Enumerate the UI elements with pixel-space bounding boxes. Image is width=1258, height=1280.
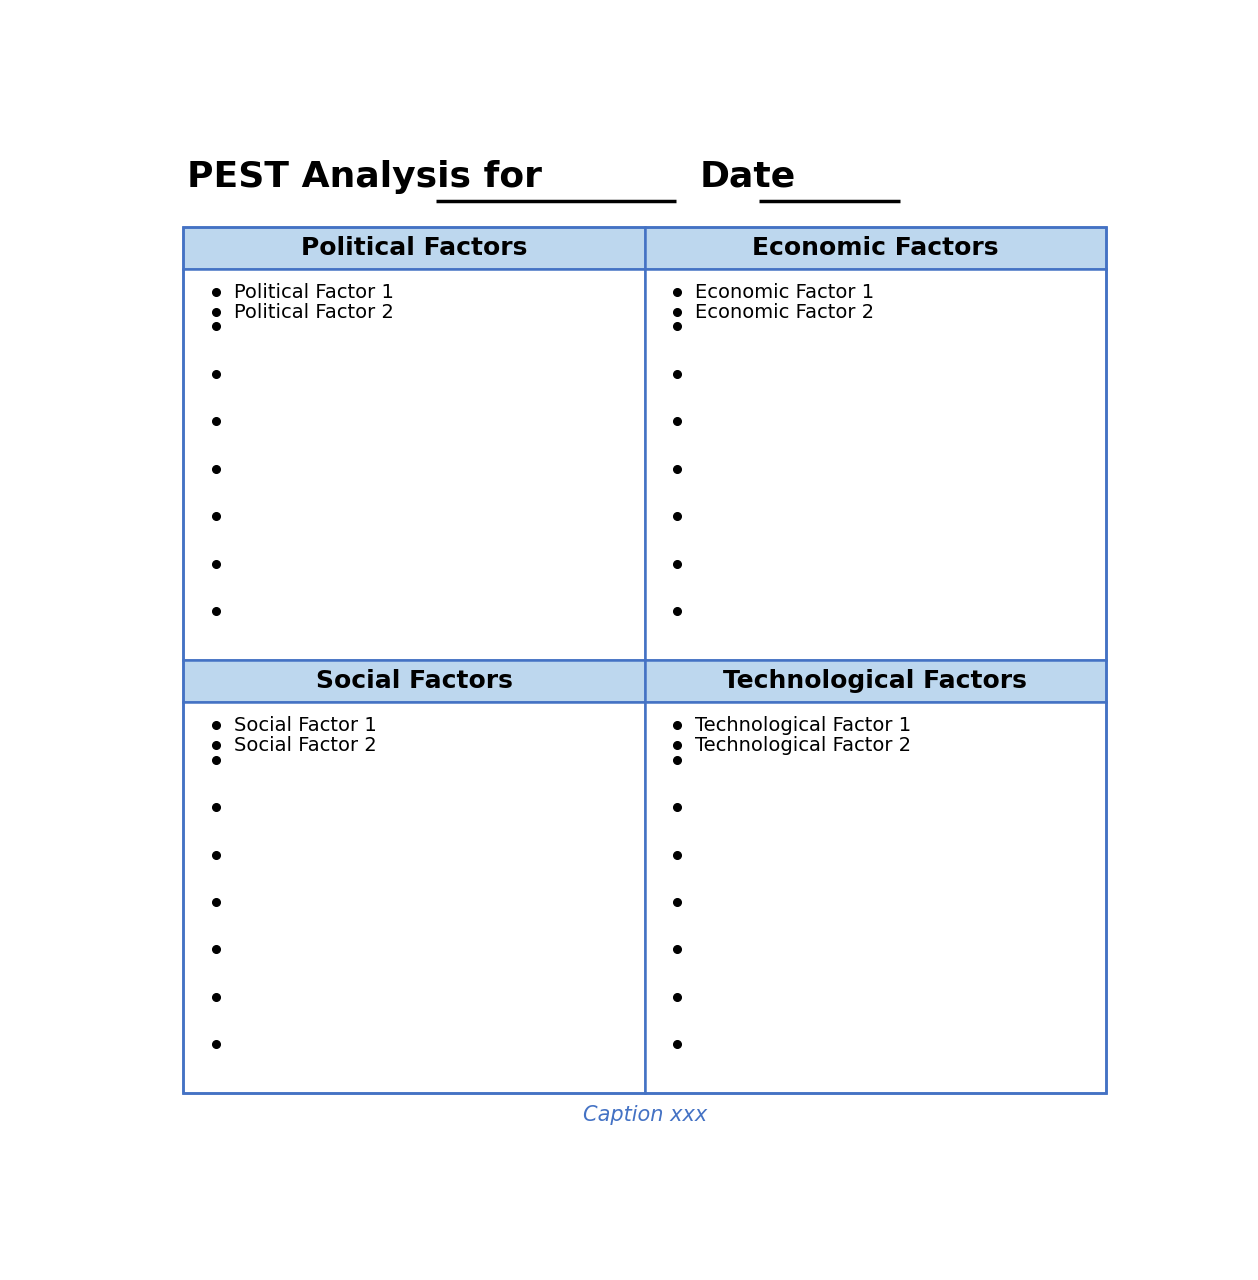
- Text: Political Factors: Political Factors: [301, 236, 527, 260]
- Bar: [645, 703, 1106, 1093]
- Bar: [184, 703, 645, 1093]
- Bar: [184, 660, 645, 703]
- Text: Technological Factor 2: Technological Factor 2: [694, 736, 911, 755]
- Text: PEST Analysis for: PEST Analysis for: [187, 160, 542, 193]
- Bar: [184, 269, 645, 660]
- Text: Economic Factor 2: Economic Factor 2: [694, 302, 874, 321]
- Text: Date: Date: [699, 160, 795, 193]
- Bar: [184, 227, 1106, 1093]
- Text: Economic Factor 1: Economic Factor 1: [694, 283, 874, 302]
- Text: Social Factor 1: Social Factor 1: [234, 716, 376, 735]
- Text: Technological Factor 1: Technological Factor 1: [694, 716, 911, 735]
- Text: Economic Factors: Economic Factors: [752, 236, 999, 260]
- Bar: [645, 660, 1106, 703]
- Text: Political Factor 1: Political Factor 1: [234, 283, 394, 302]
- Text: Technological Factors: Technological Factors: [723, 669, 1028, 692]
- Bar: [645, 269, 1106, 660]
- Text: Political Factor 2: Political Factor 2: [234, 302, 394, 321]
- Text: Social Factors: Social Factors: [316, 669, 512, 692]
- Bar: [184, 227, 645, 269]
- Bar: [645, 227, 1106, 269]
- Text: Caption xxx: Caption xxx: [582, 1105, 707, 1125]
- Text: Social Factor 2: Social Factor 2: [234, 736, 376, 755]
